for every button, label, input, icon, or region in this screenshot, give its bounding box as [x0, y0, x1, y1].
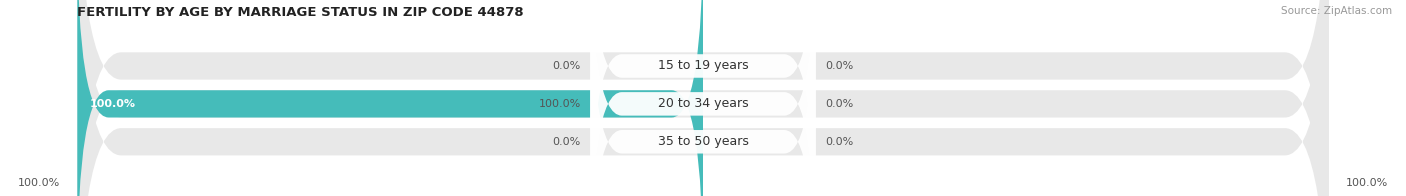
FancyBboxPatch shape	[591, 0, 815, 196]
FancyBboxPatch shape	[591, 0, 815, 196]
FancyBboxPatch shape	[77, 0, 1329, 196]
Text: 0.0%: 0.0%	[825, 99, 853, 109]
Text: 100.0%: 100.0%	[538, 99, 581, 109]
Text: 35 to 50 years: 35 to 50 years	[658, 135, 748, 148]
FancyBboxPatch shape	[77, 0, 703, 196]
Text: 20 to 34 years: 20 to 34 years	[658, 97, 748, 110]
Text: 0.0%: 0.0%	[553, 137, 581, 147]
Text: 0.0%: 0.0%	[825, 137, 853, 147]
FancyBboxPatch shape	[591, 0, 815, 196]
Text: Source: ZipAtlas.com: Source: ZipAtlas.com	[1281, 6, 1392, 16]
FancyBboxPatch shape	[77, 0, 1329, 196]
Text: 100.0%: 100.0%	[18, 178, 60, 188]
Text: 0.0%: 0.0%	[553, 61, 581, 71]
FancyBboxPatch shape	[77, 0, 1329, 196]
Text: 100.0%: 100.0%	[90, 99, 136, 109]
Text: 0.0%: 0.0%	[825, 61, 853, 71]
Text: 15 to 19 years: 15 to 19 years	[658, 60, 748, 73]
Text: 100.0%: 100.0%	[1346, 178, 1388, 188]
Text: FERTILITY BY AGE BY MARRIAGE STATUS IN ZIP CODE 44878: FERTILITY BY AGE BY MARRIAGE STATUS IN Z…	[77, 6, 524, 19]
